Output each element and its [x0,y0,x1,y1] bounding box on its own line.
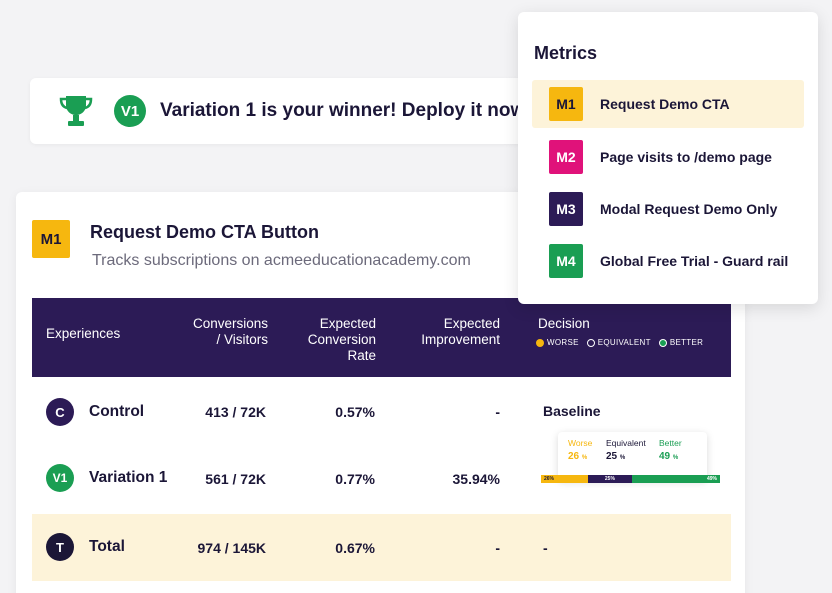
metric-option-m3[interactable]: M3 Modal Request Demo Only [532,185,804,233]
winner-message: Variation 1 is your winner! Deploy it no… [160,100,530,121]
conversions-cell: 974 / 145K [197,540,267,556]
metrics-title: Metrics [534,43,598,63]
column-header-expected-rate: Expected Conversion Rate [307,316,376,363]
improvement-cell: - [495,540,500,556]
metric-tag: M4 [549,244,583,278]
column-header-experiences: Experiences [46,326,121,341]
decision-cell: Baseline [543,403,601,419]
legend-better: BETTER [658,338,703,347]
tooltip-worse: Worse 26 % [568,438,593,462]
trophy-icon [59,96,93,126]
legend-worse: WORSE [536,338,579,347]
metric-subtitle: Tracks subscriptions on acmeeducationaca… [92,252,471,269]
winner-banner: V1 Variation 1 is your winner! Deploy it… [30,78,550,144]
table-row[interactable]: C Control 413 / 72K 0.57% - Baseline [32,377,731,444]
metric-tag: M1 [549,87,583,121]
experience-name: Control [89,403,145,420]
decision-legend: WORSE EQUIVALENT BETTER [536,338,703,347]
metric-tag: M2 [549,140,583,174]
metric-label: Global Free Trial - Guard rail [600,253,789,269]
column-header-conversions: Conversions / Visitors [192,316,268,347]
tooltip-better: Better 49 % [659,438,682,462]
metric-label: Page visits to /demo page [600,149,772,165]
decision-tooltip: Worse 26 % Equivalent 25 % Better 49 % [558,432,707,480]
table-row-total: T Total 974 / 145K 0.67% - - [32,514,731,581]
legend-equivalent: EQUIVALENT [586,338,651,347]
metric-label: Request Demo CTA [600,96,730,112]
decision-cell: - [543,540,548,556]
metric-option-m1[interactable]: M1 Request Demo CTA [532,80,804,128]
bar-segment-equivalent: 25% [587,475,633,483]
metric-tag: M3 [549,192,583,226]
column-header-expected-improvement: Expected Improvement [421,316,500,347]
improvement-cell: 35.94% [452,471,500,487]
bar-segment-worse: 26% [541,475,588,483]
rate-cell: 0.57% [335,404,375,420]
metric-label: Modal Request Demo Only [600,201,778,217]
decision-bar[interactable]: 26% 25% 49% [541,475,720,483]
conversions-cell: 413 / 72K [205,404,266,420]
metrics-panel: Metrics M1 Request Demo CTA M2 Page visi… [518,12,818,304]
metric-option-m4[interactable]: M4 Global Free Trial - Guard rail [532,237,804,285]
bar-segment-better: 49% [632,475,720,483]
rate-cell: 0.67% [335,540,375,556]
column-header-decision: Decision [538,316,590,331]
experience-name: Total [89,538,125,555]
rate-cell: 0.77% [335,471,375,487]
metric-title: Request Demo CTA Button [90,222,319,242]
variation-badge: V1 [46,464,74,492]
experience-name: Variation 1 [89,469,168,486]
conversions-cell: 561 / 72K [205,471,266,487]
metric-tag: M1 [32,220,70,258]
metric-option-m2[interactable]: M2 Page visits to /demo page [532,133,804,181]
tooltip-equivalent: Equivalent 25 % [606,438,646,462]
total-badge: T [46,533,74,561]
control-badge: C [46,398,74,426]
improvement-cell: - [495,404,500,420]
variation-badge: V1 [114,95,146,127]
table-header: Experiences Conversions / Visitors Expect… [32,298,731,377]
table-row[interactable]: V1 Variation 1 561 / 72K 0.77% 35.94% [32,444,731,511]
